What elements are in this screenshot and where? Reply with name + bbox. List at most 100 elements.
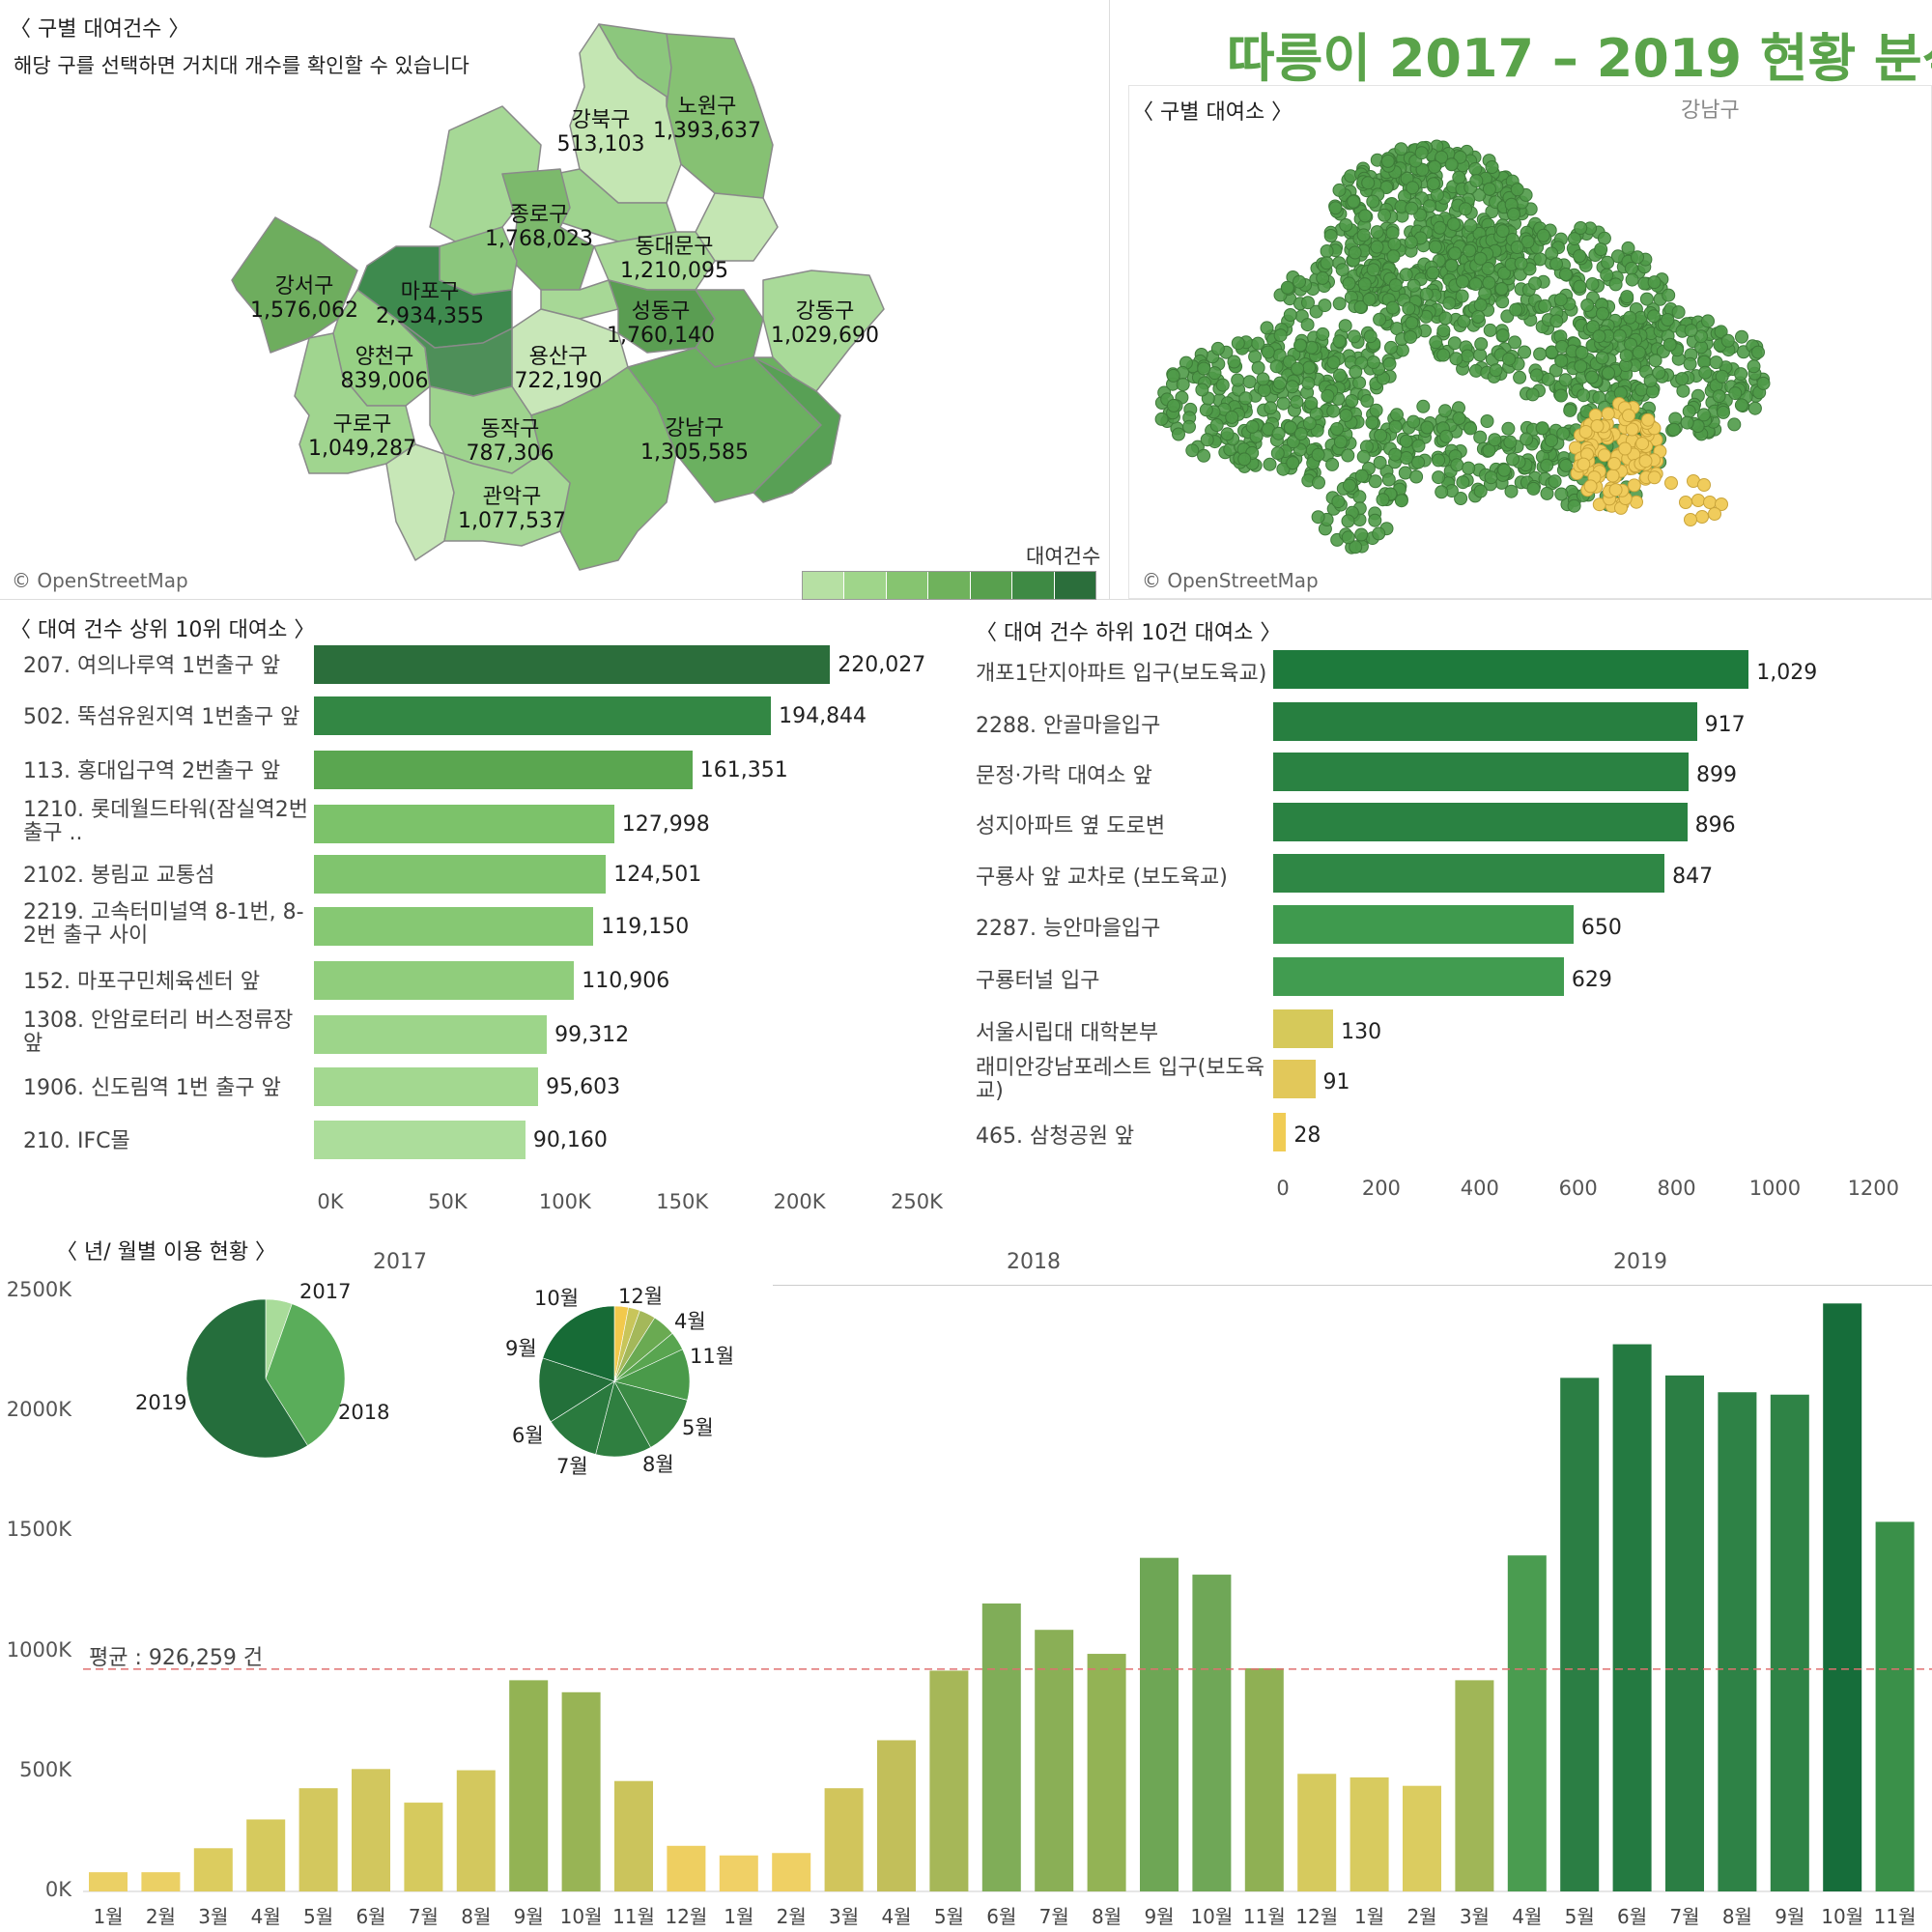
- bottom10-bar[interactable]: [1273, 753, 1690, 791]
- top10-label[interactable]: 2219. 고속터미널역 8-1번, 8-2번 출구 사이: [23, 900, 304, 948]
- month-bar[interactable]: [719, 1855, 758, 1891]
- station-scatter[interactable]: [1130, 87, 1930, 597]
- month-bar[interactable]: [667, 1845, 706, 1891]
- month-bar[interactable]: [193, 1848, 233, 1891]
- month-bar[interactable]: [1140, 1557, 1179, 1891]
- bottom10-label[interactable]: 구룡사 앞 교차로 (보도육교): [976, 866, 1228, 890]
- month-bar[interactable]: [1192, 1575, 1232, 1891]
- top10-bar[interactable]: [314, 961, 575, 1000]
- district-label[interactable]: 동작구 787,306: [467, 417, 554, 466]
- bottom10-label[interactable]: 서울시립대 대학본부: [976, 1021, 1159, 1045]
- month-bar[interactable]: [1665, 1375, 1704, 1891]
- bottom10-bar[interactable]: [1273, 957, 1564, 996]
- district-label[interactable]: 마포구 2,934,355: [376, 280, 484, 328]
- month-bar[interactable]: [456, 1770, 496, 1891]
- bottom10-label[interactable]: 구룡터널 입구: [976, 969, 1100, 993]
- year-pie-slice[interactable]: [265, 1303, 346, 1446]
- month-bar[interactable]: [1560, 1378, 1600, 1891]
- bottom10-label[interactable]: 문정·가락 대여소 앞: [976, 764, 1152, 788]
- top10-label[interactable]: 210. IFC몰: [23, 1129, 130, 1153]
- top10-bar[interactable]: [314, 907, 594, 946]
- month-bar[interactable]: [1244, 1667, 1284, 1891]
- district-label[interactable]: 강서구 1,576,062: [250, 274, 358, 323]
- year-pie[interactable]: [184, 1296, 348, 1461]
- top10-bar[interactable]: [314, 645, 831, 684]
- bottom10-label[interactable]: 래미안강남포레스트 입구(보도육교): [976, 1056, 1264, 1103]
- district-label[interactable]: 관악구 1,077,537: [458, 485, 566, 533]
- top10-label[interactable]: 152. 마포구민체육센터 앞: [23, 970, 261, 994]
- top10-bar[interactable]: [314, 1015, 548, 1054]
- bottom10-bar[interactable]: [1273, 650, 1749, 689]
- top10-label[interactable]: 502. 뚝섬유원지역 1번출구 앞: [23, 705, 300, 729]
- bottom10-label[interactable]: 2288. 안골마을입구: [976, 714, 1161, 738]
- bottom10-bar[interactable]: [1273, 905, 1574, 944]
- top10-label[interactable]: 207. 여의나루역 1번출구 앞: [23, 654, 281, 678]
- district-label[interactable]: 양천구 839,006: [341, 345, 429, 393]
- month-bar[interactable]: [404, 1803, 443, 1891]
- district-label[interactable]: 강동구 1,029,690: [771, 299, 879, 348]
- bottom10-bar[interactable]: [1273, 702, 1697, 741]
- top10-bar[interactable]: [314, 696, 772, 735]
- top10-bar[interactable]: [314, 805, 614, 843]
- top10-label[interactable]: 113. 홍대입구역 2번출구 앞: [23, 759, 281, 783]
- district-label[interactable]: 용산구 722,190: [515, 345, 603, 393]
- district-label[interactable]: 성동구 1,760,140: [607, 299, 715, 348]
- month-bar[interactable]: [352, 1769, 390, 1891]
- top10-bar[interactable]: [314, 1121, 526, 1159]
- month-bar[interactable]: [929, 1670, 969, 1891]
- district-label[interactable]: 구로구 1,049,287: [308, 412, 416, 461]
- bottom10-bar[interactable]: [1273, 1009, 1334, 1048]
- bottom10-label[interactable]: 개포1단지아파트 입구(보도육교): [976, 662, 1267, 686]
- month-bar[interactable]: [298, 1788, 338, 1891]
- top10-bar[interactable]: [314, 751, 693, 789]
- month-bar[interactable]: [1455, 1680, 1494, 1891]
- bottom10-bar[interactable]: [1273, 803, 1688, 841]
- station-dot-highlight: [1684, 513, 1697, 526]
- month-bar[interactable]: [509, 1680, 549, 1891]
- month-bar[interactable]: [981, 1603, 1021, 1891]
- month-pie-slice[interactable]: [613, 1380, 688, 1448]
- month-bar[interactable]: [1507, 1555, 1547, 1891]
- month-pie-slice[interactable]: [542, 1305, 615, 1382]
- month-bar[interactable]: [1035, 1630, 1074, 1891]
- year-pie-slice[interactable]: [185, 1298, 308, 1459]
- top10-label[interactable]: 1906. 신도림역 1번 출구 앞: [23, 1076, 281, 1100]
- month-bar[interactable]: [1875, 1521, 1915, 1891]
- bottom10-bar[interactable]: [1273, 1060, 1316, 1098]
- month-pie[interactable]: [537, 1304, 692, 1459]
- color-legend[interactable]: [802, 571, 1096, 600]
- bottom10-bar[interactable]: [1273, 854, 1665, 893]
- month-bar[interactable]: [1770, 1394, 1809, 1891]
- top10-label[interactable]: 2102. 봉림교 교통섬: [23, 864, 215, 888]
- month-bar[interactable]: [1350, 1776, 1389, 1891]
- month-bar[interactable]: [246, 1819, 286, 1891]
- bottom10-label[interactable]: 성지아파트 옆 도로변: [976, 814, 1166, 838]
- top10-bar[interactable]: [314, 855, 607, 894]
- month-bar[interactable]: [824, 1788, 864, 1891]
- month-bar[interactable]: [614, 1780, 653, 1891]
- month-bar[interactable]: [1403, 1785, 1441, 1891]
- month-bar[interactable]: [1087, 1654, 1126, 1891]
- month-bar[interactable]: [1612, 1344, 1652, 1891]
- month-bar[interactable]: [141, 1872, 181, 1891]
- bottom10-bar[interactable]: [1273, 1113, 1287, 1151]
- district-label[interactable]: 강남구 1,305,585: [640, 416, 749, 465]
- bottom10-label[interactable]: 2287. 능안마을입구: [976, 917, 1161, 941]
- month-bar[interactable]: [772, 1853, 811, 1891]
- top10-bar[interactable]: [314, 1067, 539, 1106]
- month-bar[interactable]: [561, 1691, 601, 1891]
- district-label[interactable]: 동대문구 1,210,095: [620, 235, 728, 283]
- bottom10-value: 847: [1672, 865, 1714, 889]
- district-label[interactable]: 종로구 1,768,023: [485, 203, 593, 251]
- month-bar[interactable]: [1718, 1392, 1757, 1891]
- month-bar[interactable]: [89, 1872, 128, 1891]
- district-label[interactable]: 강북구 513,103: [557, 108, 645, 156]
- month-pie-slice[interactable]: [538, 1357, 615, 1423]
- month-bar[interactable]: [1297, 1774, 1337, 1891]
- month-bar[interactable]: [877, 1740, 916, 1891]
- top10-label[interactable]: 1210. 롯데월드타워(잠실역2번출구 ..: [23, 798, 308, 845]
- bottom10-label[interactable]: 465. 삼청공원 앞: [976, 1124, 1135, 1149]
- district-label[interactable]: 노원구 1,393,637: [653, 95, 761, 143]
- month-bar[interactable]: [1823, 1303, 1862, 1891]
- top10-label[interactable]: 1308. 안암로터리 버스정류장 앞: [23, 1009, 294, 1056]
